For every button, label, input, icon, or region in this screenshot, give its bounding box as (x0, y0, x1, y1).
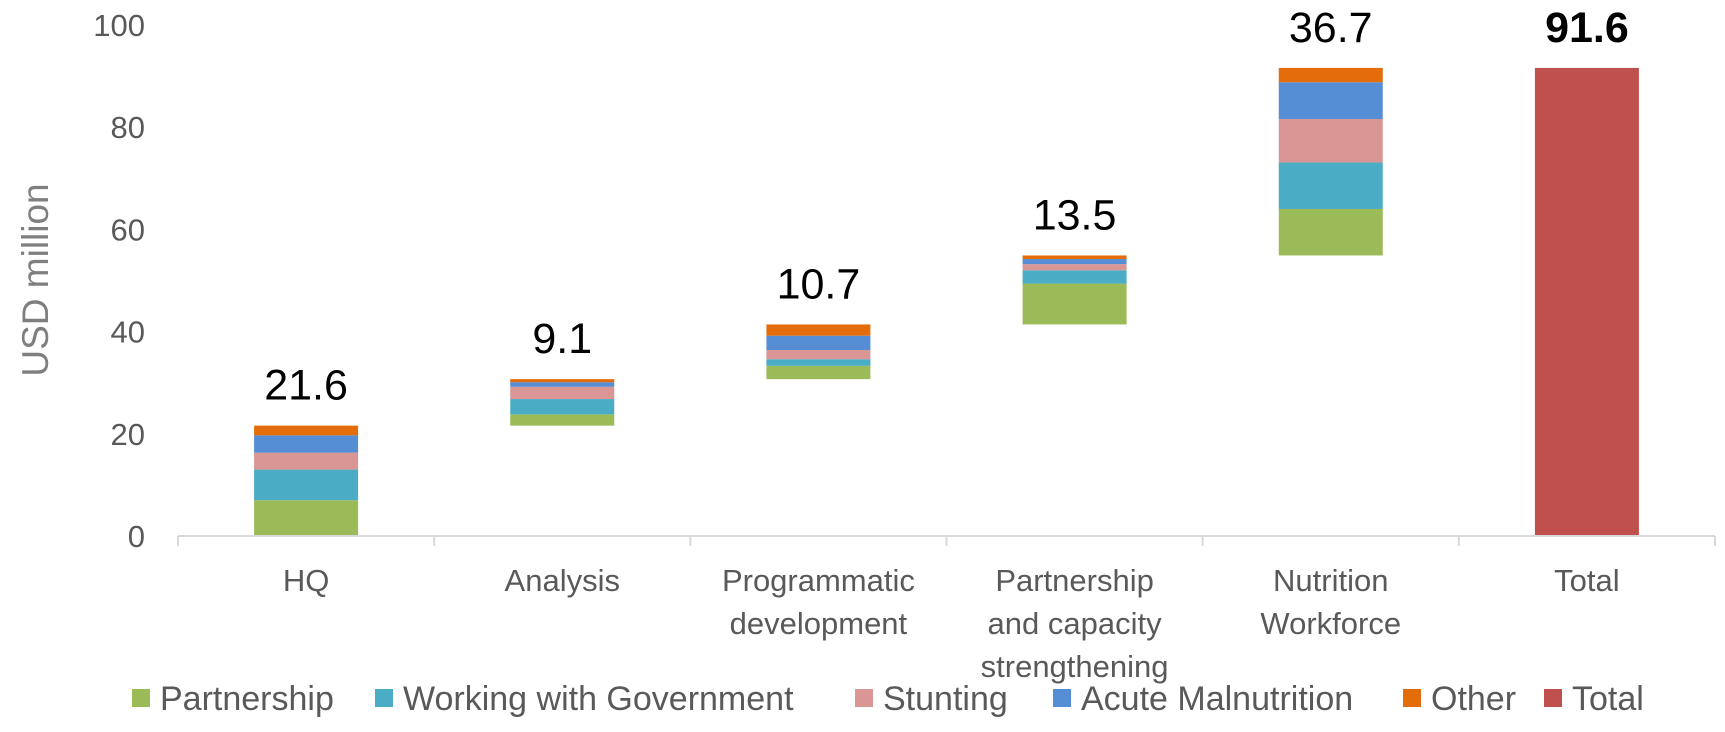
category-label: Workforce (1260, 606, 1401, 641)
legend-swatch (1544, 689, 1562, 707)
legend-label: Working with Government (403, 680, 794, 718)
data-label: 10.7 (777, 260, 861, 308)
legend-item: Stunting (855, 680, 1008, 718)
bar-segment-other (766, 324, 871, 336)
legend-label: Partnership (160, 680, 334, 718)
category-label: and capacity (988, 606, 1163, 641)
category-label: Nutrition (1273, 563, 1388, 598)
bars (254, 67, 1639, 536)
bar-segment-partnership (766, 365, 871, 380)
category-label: Partnership (995, 563, 1154, 598)
bar-segment-other (254, 425, 359, 436)
legend-label: Acute Malnutrition (1081, 680, 1353, 718)
bar-segment-partnership (1278, 208, 1383, 256)
bar-segment-acute-malnutrition (254, 435, 359, 453)
category-label: strengthening (981, 649, 1169, 684)
bar-segment-partnership (510, 414, 615, 426)
x-axis (177, 535, 1716, 546)
legend-swatch (1053, 689, 1071, 707)
bar-segment-total (1534, 67, 1639, 536)
data-label: 36.7 (1289, 4, 1373, 52)
category-labels: HQ Analysis Programmatic development Partner… (283, 563, 1620, 684)
bar-segment-working-with-government (510, 399, 615, 415)
y-tick-label: 80 (111, 110, 145, 145)
category-label: Analysis (505, 563, 620, 598)
data-label: 21.6 (264, 362, 348, 410)
bar-segment-stunting (766, 349, 871, 360)
legend-label: Total (1572, 680, 1644, 718)
legend-label: Stunting (883, 680, 1008, 718)
legend-label: Other (1431, 680, 1516, 718)
bar-segment-acute-malnutrition (766, 335, 871, 350)
bar-segment-stunting (1022, 264, 1127, 271)
y-tick-label: 40 (111, 315, 145, 350)
bar-segment-working-with-government (254, 469, 359, 501)
y-tick-label: 100 (93, 8, 145, 43)
legend-swatch (375, 689, 393, 707)
legend-swatch (855, 689, 873, 707)
data-label: 9.1 (532, 315, 592, 363)
bar-segment-other (1022, 255, 1127, 260)
bar-segment-partnership (1022, 283, 1127, 325)
bar-segment-working-with-government (1022, 270, 1127, 284)
data-labels: 21.6 9.1 10.7 13.5 36.7 91.6 (264, 4, 1629, 410)
bar-segment-acute-malnutrition (510, 382, 615, 387)
bar-segment-working-with-government (1278, 162, 1383, 209)
bar-segment-acute-malnutrition (1278, 82, 1383, 120)
bar-segment-partnership (254, 500, 359, 536)
y-axis-ticks: 0 20 40 60 80 100 (93, 8, 145, 554)
bar-segment-other (510, 379, 615, 383)
category-label: development (730, 606, 908, 641)
legend-item: Total (1544, 680, 1644, 718)
y-tick-label: 0 (128, 519, 145, 554)
category-label: Total (1554, 563, 1619, 598)
legend-item: Working with Government (375, 680, 794, 718)
legend-swatch (1403, 689, 1421, 707)
legend-item: Acute Malnutrition (1053, 680, 1353, 718)
bar-segment-stunting (1278, 119, 1383, 163)
bar-segment-acute-malnutrition (1022, 259, 1127, 265)
bar-segment-stunting (510, 386, 615, 400)
bar-segment-stunting (254, 452, 359, 470)
legend-swatch (132, 689, 150, 707)
category-label: HQ (283, 563, 330, 598)
legend-item: Partnership (132, 680, 334, 718)
bar-segment-working-with-government (766, 359, 871, 366)
data-label: 91.6 (1545, 4, 1629, 52)
y-tick-label: 60 (111, 212, 145, 247)
y-tick-label: 20 (111, 417, 145, 452)
category-label: Programmatic (722, 563, 915, 598)
y-axis-title: USD million (15, 183, 56, 376)
legend: Partnership Working with Government Stunti… (132, 680, 1644, 718)
bar-segment-other (1278, 67, 1383, 83)
data-label: 13.5 (1033, 191, 1117, 239)
legend-item: Other (1403, 680, 1516, 718)
